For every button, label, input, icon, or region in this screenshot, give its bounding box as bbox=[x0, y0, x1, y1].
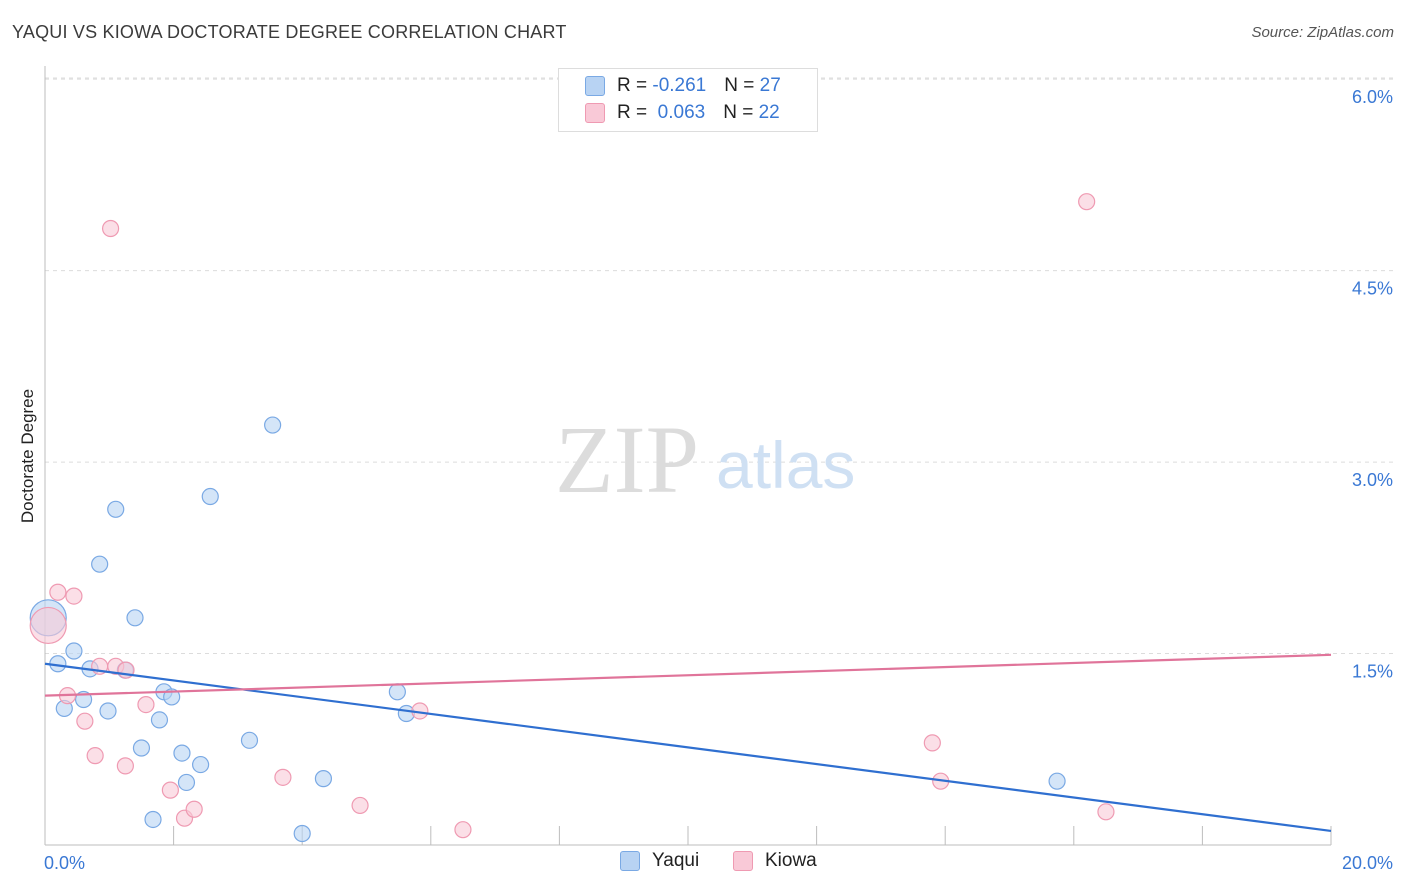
gridlines bbox=[45, 77, 1395, 655]
yaqui-trend-line bbox=[44, 662, 1332, 833]
kiowa-trend-line bbox=[44, 653, 1332, 697]
legend-swatch-yaqui bbox=[620, 851, 640, 871]
legend-swatch-kiowa bbox=[733, 851, 753, 871]
kiowa-point bbox=[185, 800, 203, 818]
yaqui-point bbox=[150, 711, 169, 729]
yaqui-point bbox=[65, 642, 83, 660]
yaqui-point bbox=[388, 683, 406, 701]
yaqui-n-label: N = bbox=[724, 75, 760, 96]
kiowa-point bbox=[454, 821, 472, 839]
x-tick-label-max: 20.0% bbox=[1342, 853, 1393, 873]
yaqui-point bbox=[1048, 772, 1066, 790]
kiowa-point bbox=[1097, 803, 1115, 821]
yaqui-point bbox=[293, 824, 311, 843]
watermark-zip: ZIP bbox=[555, 406, 699, 513]
kiowa-n-value: 22 bbox=[758, 102, 780, 123]
watermark-atlas: atlas bbox=[716, 428, 855, 502]
kiowa-point bbox=[49, 583, 67, 601]
kiowa-point bbox=[351, 796, 369, 815]
yaqui-point bbox=[201, 487, 219, 506]
yaqui-n-value: 27 bbox=[759, 75, 781, 96]
legend-label-yaqui: Yaqui bbox=[652, 850, 700, 871]
kiowa-point bbox=[29, 606, 67, 645]
kiowa-r-label: R = bbox=[617, 102, 653, 123]
yaqui-point bbox=[144, 810, 162, 829]
yaqui-point bbox=[126, 609, 144, 627]
data-points bbox=[29, 193, 1115, 843]
yaqui-point bbox=[192, 755, 210, 774]
kiowa-point bbox=[76, 712, 94, 730]
yaqui-stats: R = -0.261 N = 27 bbox=[617, 74, 781, 98]
kiowa-stats: R = 0.063 N = 22 bbox=[617, 101, 780, 125]
legend-item-kiowa: Kiowa bbox=[733, 850, 817, 872]
kiowa-point bbox=[161, 781, 179, 799]
kiowa-swatch bbox=[585, 103, 605, 123]
kiowa-point bbox=[137, 695, 155, 714]
kiowa-point bbox=[86, 747, 104, 765]
source-credit: Source: ZipAtlas.com bbox=[1251, 24, 1394, 41]
yaqui-r-value: -0.261 bbox=[652, 75, 707, 96]
yaqui-point bbox=[314, 770, 333, 788]
kiowa-point bbox=[65, 587, 83, 605]
yaqui-point bbox=[91, 555, 109, 573]
tick-labels: 1.5% 3.0% 4.5% 6.0% 0.0% 20.0% bbox=[44, 87, 1393, 873]
trend-lines bbox=[44, 653, 1332, 833]
yaqui-point bbox=[264, 416, 282, 434]
series-legend: Yaqui Kiowa bbox=[0, 850, 1406, 878]
yaqui-point bbox=[240, 731, 259, 749]
watermark: ZIP atlas bbox=[555, 406, 855, 513]
kiowa-n-label: N = bbox=[723, 102, 759, 123]
kiowa-point bbox=[101, 219, 120, 238]
axes bbox=[44, 66, 1332, 846]
legend-label-kiowa: Kiowa bbox=[765, 850, 817, 871]
yaqui-point bbox=[132, 739, 151, 757]
kiowa-point bbox=[923, 734, 941, 752]
y-tick-label: 6.0% bbox=[1352, 87, 1393, 107]
yaqui-point bbox=[99, 702, 117, 720]
chart-title: YAQUI VS KIOWA DOCTORATE DEGREE CORRELAT… bbox=[12, 22, 567, 42]
yaqui-point bbox=[173, 744, 191, 762]
y-tick-label: 1.5% bbox=[1352, 662, 1393, 682]
kiowa-point bbox=[274, 768, 292, 786]
x-tick-label-min: 0.0% bbox=[44, 853, 85, 873]
yaqui-point bbox=[163, 688, 181, 706]
yaqui-swatch bbox=[585, 76, 605, 96]
y-tick-label: 4.5% bbox=[1352, 279, 1393, 299]
yaqui-r-label: R = bbox=[617, 75, 653, 96]
kiowa-point bbox=[1078, 193, 1096, 211]
y-tick-label: 3.0% bbox=[1352, 470, 1393, 490]
legend-item-yaqui: Yaqui bbox=[620, 850, 699, 872]
kiowa-r-value: 0.063 bbox=[652, 102, 706, 123]
yaqui-point bbox=[107, 500, 125, 518]
yaqui-point bbox=[177, 773, 196, 792]
correlation-legend: R = -0.261 N = 27 R = 0.063 N = 22 bbox=[558, 68, 818, 132]
kiowa-point bbox=[116, 757, 134, 775]
